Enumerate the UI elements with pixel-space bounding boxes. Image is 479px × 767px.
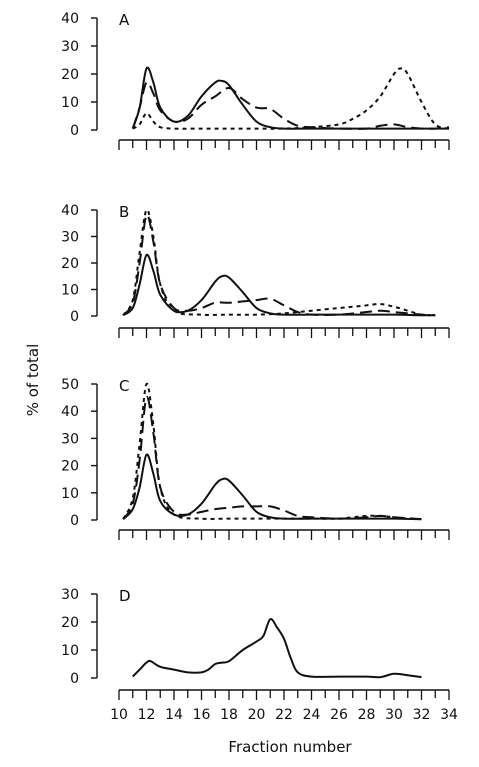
panel-label: A — [119, 11, 130, 29]
y-tick-label: 10 — [61, 95, 79, 111]
y-tick-label: 50 — [61, 377, 79, 393]
y-tick-label: 20 — [61, 459, 79, 475]
y-tick-label: 0 — [70, 513, 79, 529]
series-line-solid — [131, 66, 449, 130]
x-tick-label: 14 — [165, 707, 183, 723]
panel-label: D — [119, 587, 131, 605]
y-tick-label: 0 — [70, 123, 79, 139]
x-tick-label: 28 — [358, 707, 376, 723]
series-line-long-dash — [122, 213, 436, 317]
x-tick-label: 34 — [440, 707, 458, 723]
y-tick-label: 20 — [61, 67, 79, 83]
y-tick-label: 40 — [61, 203, 79, 219]
panel-c: 0 10 20 30 40 50 C — [61, 377, 450, 540]
series-line-short-dash — [122, 382, 422, 521]
panel-label: B — [119, 203, 129, 221]
chart-panels: 0 10 20 30 40 A 0 10 20 30 40 B 0 10 20 30 40 50 C 0 10 20 30 1… — [61, 11, 458, 723]
y-axis-title: % of total — [24, 344, 42, 417]
x-tick-label: 24 — [303, 707, 321, 723]
y-tick-label: 10 — [61, 486, 79, 502]
x-tick-label: 26 — [330, 707, 348, 723]
series-line-long-dash — [122, 396, 422, 521]
x-tick-label: 18 — [220, 707, 238, 723]
panel-d: 0 10 20 30 10 12 14 16 18 20 22 24 26 28 30 32 34 D — [61, 587, 458, 723]
series-line-long-dash — [131, 81, 450, 130]
x-tick-label: 32 — [413, 707, 431, 723]
y-tick-label: 30 — [61, 39, 79, 55]
panel-label: C — [119, 377, 129, 395]
y-tick-label: 30 — [61, 587, 79, 603]
y-tick-label: 0 — [70, 309, 79, 325]
x-tick-label: 12 — [138, 707, 156, 723]
y-tick-label: 20 — [61, 256, 79, 272]
y-tick-label: 10 — [61, 643, 79, 659]
x-tick-label: 20 — [248, 707, 266, 723]
y-tick-label: 30 — [61, 230, 79, 246]
x-tick-label: 16 — [193, 707, 211, 723]
x-tick-label: 30 — [385, 707, 403, 723]
x-tick-label: 22 — [275, 707, 293, 723]
series-line-short-dash — [132, 67, 450, 130]
y-tick-label: 20 — [61, 615, 79, 631]
y-tick-label: 40 — [61, 404, 79, 420]
panel-b: 0 10 20 30 40 B — [61, 203, 450, 338]
series-line-short-dash — [122, 208, 436, 317]
y-tick-label: 40 — [61, 11, 79, 27]
x-tick-label: 10 — [110, 707, 128, 723]
y-tick-label: 30 — [61, 431, 79, 447]
panel-a: 0 10 20 30 40 A — [61, 11, 450, 150]
series-line-solid — [132, 618, 422, 679]
series-line-solid — [122, 253, 436, 317]
x-axis-title: Fraction number — [228, 738, 352, 756]
y-tick-label: 10 — [61, 283, 79, 299]
y-tick-label: 0 — [70, 671, 79, 687]
